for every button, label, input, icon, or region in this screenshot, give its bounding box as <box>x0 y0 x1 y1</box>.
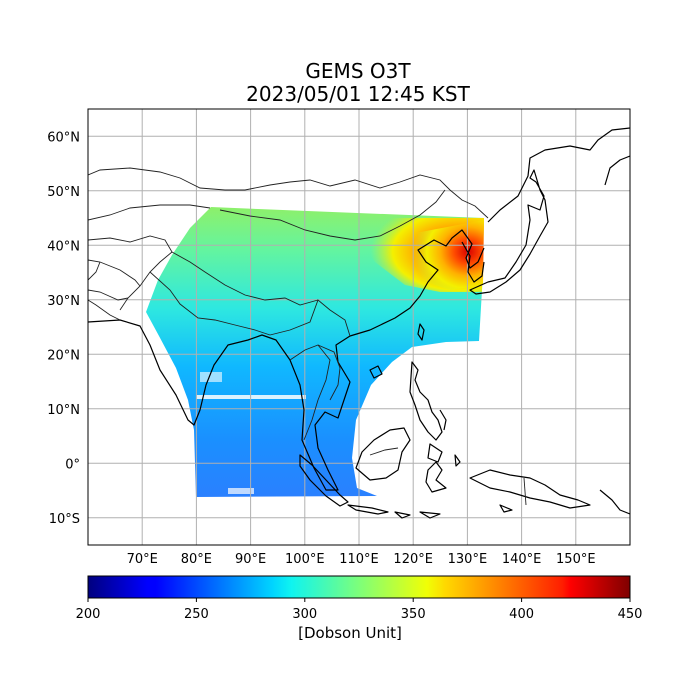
lon-tick-label: 110°E <box>339 552 379 567</box>
map-subtitle: 2023/05/01 12:45 KST <box>246 82 470 106</box>
country-borders <box>88 167 527 506</box>
gridlines <box>88 109 630 545</box>
lon-tick-label: 130°E <box>448 552 488 567</box>
colorbar-tick-label: 350 <box>401 607 426 622</box>
lat-tick-label: 40°N <box>47 239 80 254</box>
lon-tick-label: 150°E <box>556 552 596 567</box>
lon-tick-label: 140°E <box>502 552 542 567</box>
lat-tick-label: 30°N <box>47 294 80 309</box>
plot-frame <box>87 108 631 546</box>
colorbar-tick-label: 300 <box>292 607 317 622</box>
lon-tick-label: 120°E <box>393 552 433 567</box>
lon-tick-label: 90°E <box>235 552 266 567</box>
lat-tick-label: 20°N <box>47 348 80 363</box>
colorbar <box>87 575 631 599</box>
lon-tick-label: 100°E <box>285 552 325 567</box>
latitude-tick-labels: 60°N 50°N 40°N 30°N 20°N 10°N 0° 10°S <box>47 130 80 527</box>
longitude-tick-labels: 70°E 80°E 90°E 100°E 110°E 120°E 130°E 140°E 150… <box>127 552 596 567</box>
map-title: GEMS O3T <box>305 59 411 83</box>
colorbar-tick-label: 200 <box>76 607 101 622</box>
colorbar-tick-label: 400 <box>509 607 534 622</box>
colorbar-ticks: 200 250 300 350 400 450 <box>76 598 643 622</box>
colorbar-tick-label: 250 <box>184 607 209 622</box>
coastlines <box>88 127 630 519</box>
lon-tick-label: 70°E <box>127 552 158 567</box>
lat-tick-label: 10°S <box>49 512 80 527</box>
lat-tick-label: 60°N <box>47 130 80 145</box>
lat-tick-label: 50°N <box>47 185 80 200</box>
lat-tick-label: 0° <box>65 457 80 472</box>
lat-tick-label: 10°N <box>47 403 80 418</box>
colorbar-label: [Dobson Unit] <box>298 624 402 642</box>
colorbar-tick-label: 450 <box>618 607 643 622</box>
lon-tick-label: 80°E <box>181 552 212 567</box>
